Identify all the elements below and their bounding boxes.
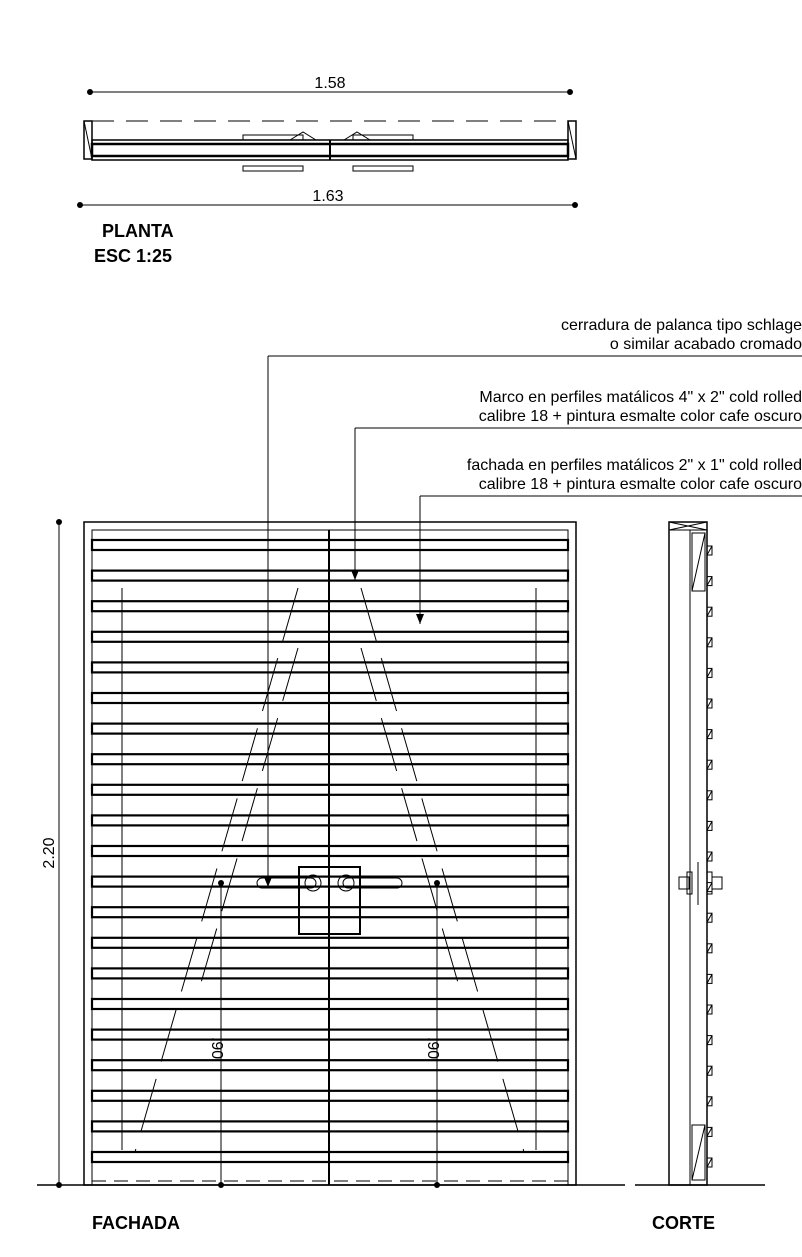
section-slat-hatch: [706, 1004, 713, 1015]
section-slat-hatch: [706, 729, 713, 739]
section-slat-hatch: [706, 1035, 713, 1045]
plan-dimension-outer: 1.63: [77, 188, 578, 208]
section-slat-profile: [706, 820, 713, 831]
note-facade-line1: fachada en perfiles matálicos 2" x 1" co…: [467, 457, 802, 474]
section-slat-hatch: [706, 1096, 713, 1107]
elevation-view: 2.20 .90: [37, 356, 625, 1233]
plan-dimension-inner: 1.58: [87, 75, 573, 95]
section-slat-hatch: [706, 545, 713, 556]
section-slat-profile: [706, 1065, 713, 1076]
section-slat-profile: [706, 545, 713, 556]
handle-height-left-label: .90: [208, 1037, 225, 1059]
section-slat-hatch: [706, 821, 713, 831]
section-slat-hatch: [706, 851, 713, 862]
note-frame-line2: calibre 18 + pintura esmalte color cafe …: [479, 408, 802, 425]
section-slat-profile: [706, 729, 713, 740]
handle-height-dim-left: .90: [208, 880, 225, 1188]
section-slat-profile: [706, 667, 713, 678]
note-lock-line2: o similar acabado cromado: [610, 336, 802, 353]
note-facade-line2: calibre 18 + pintura esmalte color cafe …: [479, 476, 802, 493]
plan-dim-inner-label: 1.58: [314, 75, 345, 92]
section-handle: [678, 862, 723, 905]
annotation-notes: cerradura de palanca tipo schlage o simi…: [268, 317, 802, 497]
section-title: CORTE: [652, 1213, 715, 1233]
plan-dim-outer-label: 1.63: [312, 188, 343, 205]
section-slat-hatch: [706, 668, 713, 678]
elevation-height-label: 2.20: [41, 837, 58, 868]
section-slat-profiles: [706, 545, 713, 1168]
section-slat-hatch: [706, 1157, 713, 1168]
section-slat-profile: [706, 912, 713, 923]
section-slat-profile: [706, 698, 713, 709]
plan-view: 1.58 1.63 PLANTA ESC 1:25: [77, 75, 578, 266]
section-slat-hatch: [706, 606, 713, 617]
section-slat-profile: [706, 1004, 713, 1015]
elevation-height-dimension: 2.20: [41, 519, 62, 1188]
section-slat-hatch: [706, 576, 713, 586]
section-slat-profile: [706, 1035, 713, 1046]
section-slat-hatch: [706, 698, 713, 709]
plan-title: PLANTA: [102, 221, 174, 241]
note-lock-line1: cerradura de palanca tipo schlage: [561, 317, 802, 334]
section-slat-profile: [706, 851, 713, 862]
section-slat-profile: [706, 576, 713, 587]
section-slat-profile: [706, 606, 713, 617]
section-slat-profile: [706, 1157, 713, 1168]
section-slat-hatch: [706, 637, 713, 648]
section-slat-profile: [706, 943, 713, 954]
section-slat-profile: [706, 790, 713, 801]
section-slat-hatch: [706, 882, 713, 892]
section-slat-profile: [706, 973, 713, 984]
section-slat-hatch: [706, 759, 713, 770]
section-slat-profile: [706, 1126, 713, 1137]
section-slat-profile: [706, 1096, 713, 1107]
handle-height-dim-right: .90: [424, 880, 441, 1188]
note-frame-line1: Marco en perfiles matálicos 4" x 2" cold…: [479, 389, 802, 406]
section-slat-profile: [706, 637, 713, 648]
section-slat-hatch: [706, 943, 713, 954]
section-slat-profile: [706, 759, 713, 770]
plan-scale: ESC 1:25: [94, 246, 172, 266]
section-slat-hatch: [706, 1065, 713, 1076]
lock-hardware: [256, 866, 403, 935]
section-slat-hatch: [706, 912, 713, 923]
section-slat-hatch: [706, 974, 713, 984]
section-slat-hatch: [706, 790, 713, 801]
section-view: CORTE: [635, 521, 765, 1233]
handle-height-right-label: .90: [424, 1037, 441, 1059]
section-slat-hatch: [706, 1127, 713, 1137]
elevation-title: FACHADA: [92, 1213, 180, 1233]
